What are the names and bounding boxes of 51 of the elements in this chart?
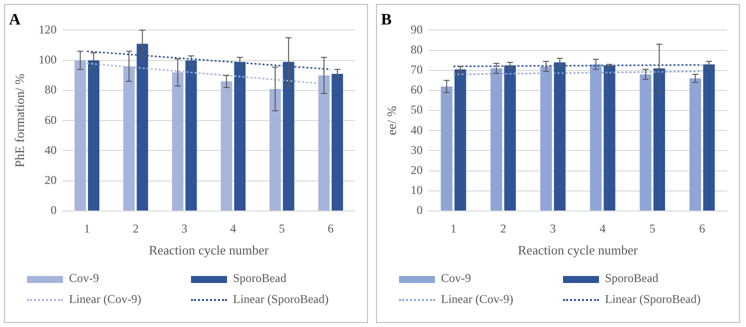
- y-tick-label: 60: [44, 112, 57, 127]
- y-tick-label: 80: [410, 42, 423, 56]
- x-tick-label: 5: [278, 221, 285, 236]
- legend-label: Linear (Cov-9): [440, 292, 514, 307]
- x-tick-label: 2: [500, 221, 506, 236]
- bar: [332, 74, 344, 210]
- bar: [220, 81, 232, 210]
- bar: [440, 86, 452, 210]
- x-tick-label: 3: [550, 221, 556, 236]
- chart-title: A: [9, 12, 21, 29]
- x-tick-label: 5: [649, 221, 656, 236]
- y-tick-label: 20: [44, 173, 57, 188]
- x-tick-label: 1: [84, 221, 90, 236]
- legend-label: SporoBead: [232, 271, 288, 286]
- bar: [653, 68, 666, 210]
- y-tick-label: 40: [410, 122, 423, 137]
- x-tick-label: 3: [181, 221, 188, 236]
- y-tick-label: 20: [410, 162, 423, 177]
- legend-label: Cov-9: [440, 271, 472, 286]
- x-tick-label: 6: [328, 221, 334, 236]
- x-axis-title: Reaction cycle number: [518, 242, 638, 258]
- y-tick-label: 100: [38, 52, 57, 66]
- y-tick-label: 0: [50, 203, 57, 218]
- x-axis-title: Reaction cycle number: [148, 242, 270, 258]
- legend-label: Linear (SporoBead): [604, 292, 702, 307]
- x-tick-label: 1: [450, 221, 456, 236]
- bar: [689, 78, 702, 210]
- bar: [270, 88, 281, 210]
- y-tick-label: 90: [410, 22, 423, 36]
- y-tick-label: 120: [38, 22, 57, 36]
- legend-label: Linear (Cov-9): [68, 292, 142, 307]
- y-tick-label: 30: [410, 142, 423, 157]
- legend-label: SporoBead: [604, 271, 660, 286]
- x-tick-label: 6: [699, 221, 706, 236]
- x-tick-label: 2: [132, 221, 139, 236]
- y-axis-title: ee/ %: [384, 106, 400, 136]
- y-tick-label: 10: [410, 183, 423, 198]
- y-tick-label: 0: [416, 203, 423, 218]
- legend-label: Cov-9: [68, 271, 100, 286]
- legend-label: Linear (SporoBead): [232, 292, 330, 307]
- y-tick-label: 40: [44, 142, 57, 157]
- x-tick-label: 4: [600, 221, 606, 236]
- y-tick-label: 80: [44, 82, 57, 97]
- y-axis-title: PhE formation/ %: [12, 74, 28, 168]
- y-tick-label: 70: [410, 62, 423, 77]
- chart-title: B: [381, 12, 392, 29]
- bar: [454, 69, 466, 210]
- x-tick-label: 4: [230, 221, 236, 236]
- y-tick-label: 60: [410, 82, 423, 97]
- y-tick-label: 50: [410, 102, 423, 117]
- bar: [88, 60, 100, 210]
